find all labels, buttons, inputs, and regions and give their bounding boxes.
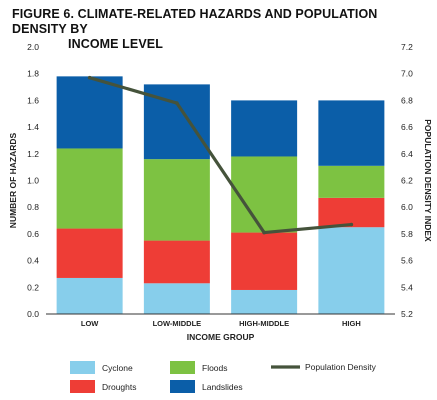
y2-tick-label: 6.8 xyxy=(401,95,413,105)
y-tick-label: 1.8 xyxy=(27,69,39,79)
bar-floods-high-middle xyxy=(231,156,298,233)
y2-tick-label: 5.6 xyxy=(401,256,413,266)
axes: 0.0 0.2 0.4 0.6 0.8 1.0 1.2 1.4 1.6 1.8 2.0 5.2 5.4 5… xyxy=(27,42,413,328)
legend-swatch-cyclone xyxy=(70,361,95,374)
population-density-point xyxy=(349,222,354,227)
chart-title: FIGURE 6. CLIMATE-RELATED HAZARDS AND PO… xyxy=(12,7,432,52)
population-density-polyline xyxy=(89,76,352,235)
legend-swatch-landslides xyxy=(170,380,195,393)
y2-tick-label: 5.8 xyxy=(401,229,413,239)
bar-landslides-high xyxy=(318,100,385,166)
population-density-point xyxy=(262,230,266,235)
bar-floods-low-middle xyxy=(143,159,210,241)
bar-floods-low xyxy=(56,148,123,229)
bar-droughts-high xyxy=(318,197,385,228)
x-tick-label: HIGH xyxy=(342,319,361,328)
bar-cyclone-high-middle xyxy=(231,289,298,314)
population-density-point xyxy=(87,75,92,80)
y2-tick-label: 6.0 xyxy=(401,202,413,212)
bar-floods-high xyxy=(318,165,385,198)
bar-droughts-low xyxy=(56,228,123,278)
bar-cyclone-low xyxy=(56,277,123,314)
axis-labels: INCOME GROUP NUMBER OF HAZARDS POPULATION … xyxy=(8,119,433,342)
legend-label-landslides: Landslides xyxy=(202,382,243,392)
y-tick-label: 1.0 xyxy=(27,176,39,186)
chart-title-line-1: FIGURE 6. CLIMATE-RELATED HAZARDS AND PO… xyxy=(12,7,378,36)
chart-title-line-2: INCOME LEVEL xyxy=(68,37,163,51)
y2-tick-label: 5.2 xyxy=(401,309,413,319)
y-tick-label: 1.2 xyxy=(27,149,39,159)
x-tick-label: LOW xyxy=(81,319,99,328)
bar-droughts-high-middle xyxy=(231,232,298,290)
legend-label-droughts: Droughts xyxy=(102,382,137,392)
bar-landslides-high-middle xyxy=(231,100,298,157)
bar-cyclone-high xyxy=(318,227,385,314)
legend-label-population-density: Population Density xyxy=(305,362,377,372)
y-tick-label: 0.8 xyxy=(27,202,39,212)
y-tick-label: 1.6 xyxy=(27,95,39,105)
bar-segments xyxy=(56,76,385,314)
x-axis-label: INCOME GROUP xyxy=(187,332,255,342)
y-tick-label: 1.4 xyxy=(27,122,39,132)
x-tick-label: LOW-MIDDLE xyxy=(153,319,202,328)
bar-droughts-low-middle xyxy=(143,240,210,284)
y2-tick-label: 5.4 xyxy=(401,282,413,292)
y2-tick-label: 7.2 xyxy=(401,42,413,52)
legend-swatch-floods xyxy=(170,361,195,374)
bar-cyclone-low-middle xyxy=(143,283,210,314)
y-tick-label: 0.6 xyxy=(27,229,39,239)
y-tick-label: 0.0 xyxy=(27,309,39,319)
y2-tick-label: 6.6 xyxy=(401,122,413,132)
y2-tick-label: 6.2 xyxy=(401,176,413,186)
x-tick-label: HIGH-MIDDLE xyxy=(239,319,289,328)
population-density-line xyxy=(87,75,354,235)
legend-swatch-droughts xyxy=(70,380,95,393)
legend: Cyclone Floods Droughts Landslides Populatio… xyxy=(70,361,377,393)
y-tick-label: 0.4 xyxy=(27,256,39,266)
y-tick-label: 2.0 xyxy=(27,42,39,52)
y2-axis-label: POPULATION DENSITY INDEX xyxy=(423,119,433,242)
y2-tick-label: 7.0 xyxy=(401,69,413,79)
y-axis-label: NUMBER OF HAZARDS xyxy=(8,132,18,228)
legend-label-cyclone: Cyclone xyxy=(102,363,133,373)
y2-tick-label: 6.4 xyxy=(401,149,413,159)
population-density-point xyxy=(175,101,179,105)
legend-label-floods: Floods xyxy=(202,363,228,373)
y-tick-label: 0.2 xyxy=(27,282,39,292)
bar-landslides-low xyxy=(56,76,123,149)
